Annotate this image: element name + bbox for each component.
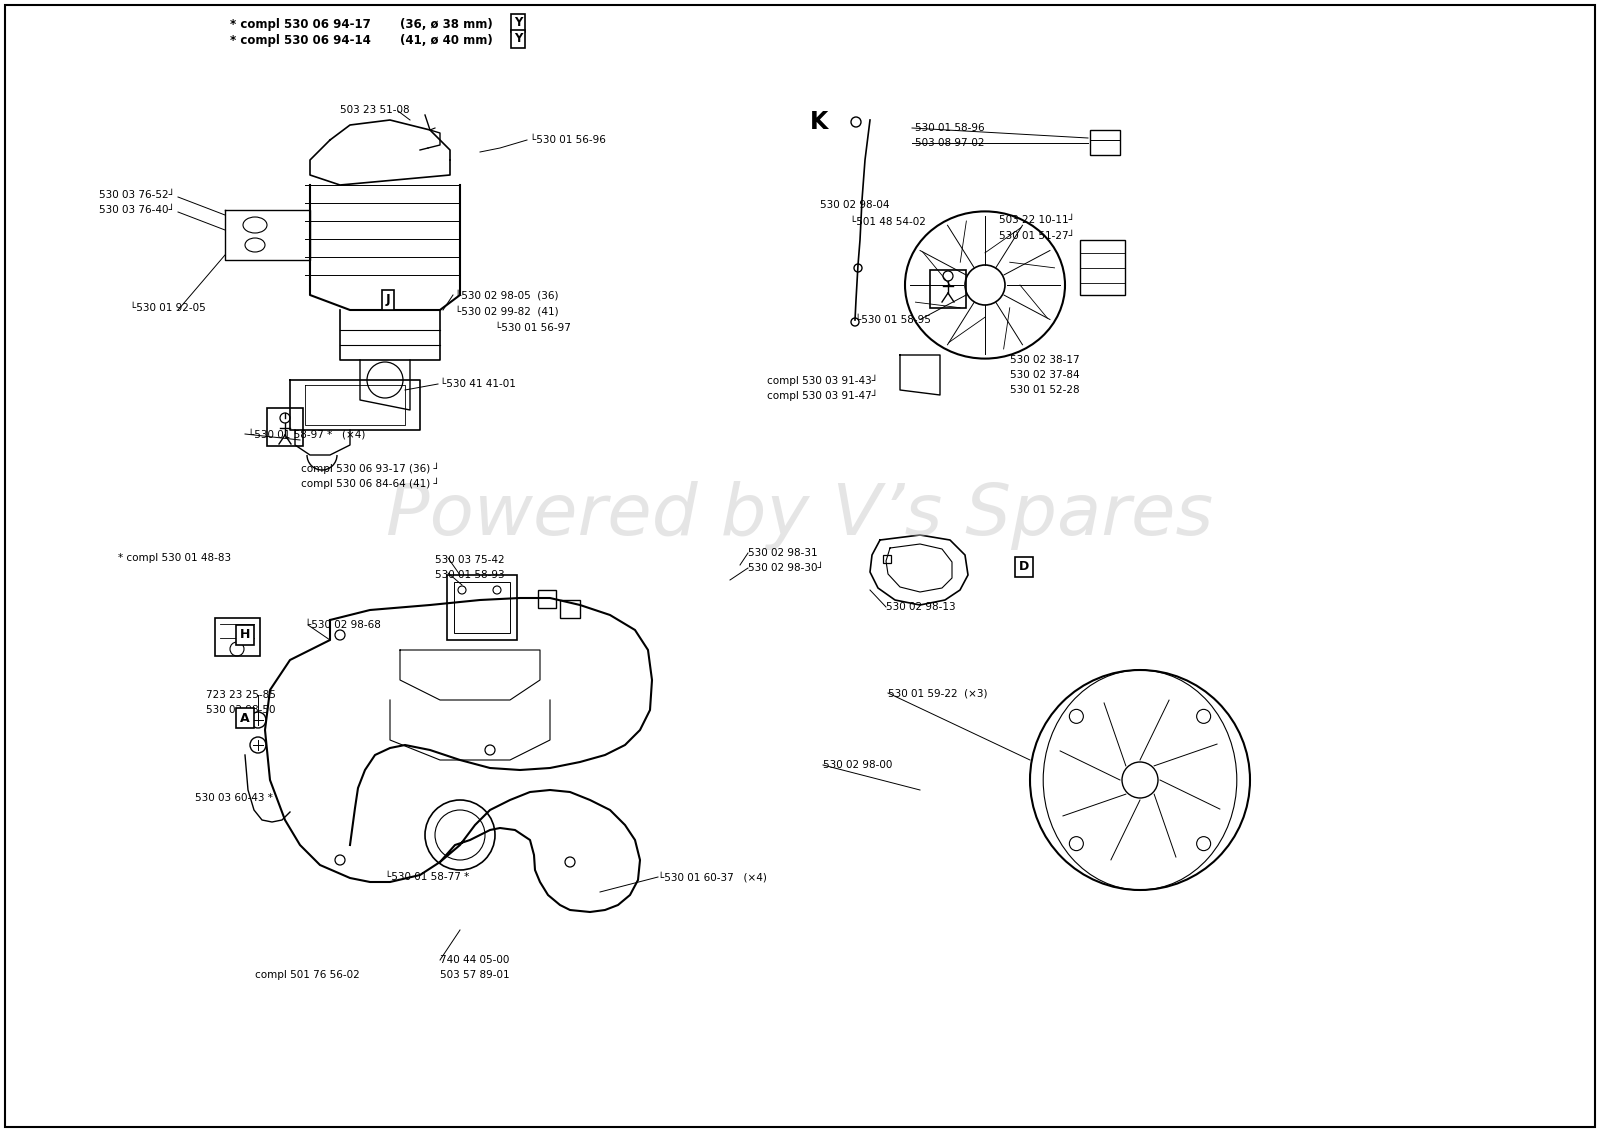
Text: └530 01 56-97: └530 01 56-97	[494, 323, 571, 333]
Text: (36, ø 38 mm): (36, ø 38 mm)	[400, 18, 493, 31]
Text: └530 01 92-05: └530 01 92-05	[130, 303, 206, 314]
Text: └530 02 98-68: └530 02 98-68	[306, 620, 381, 631]
Text: D: D	[1019, 560, 1029, 574]
Text: └530 02 99-82  (41): └530 02 99-82 (41)	[454, 306, 558, 317]
Text: └501 48 54-02: └501 48 54-02	[850, 217, 926, 228]
Text: 530 03 60-43 *: 530 03 60-43 *	[195, 794, 274, 803]
Text: 530 02 98-00: 530 02 98-00	[822, 760, 893, 770]
Text: 740 44 05-00: 740 44 05-00	[440, 955, 509, 964]
Text: └530 01 58-97 *   (×4): └530 01 58-97 * (×4)	[248, 429, 365, 439]
Text: 530 01 58-96: 530 01 58-96	[915, 123, 984, 132]
Text: └530 02 98-05  (36): └530 02 98-05 (36)	[454, 290, 558, 300]
Text: └530 01 58-95: └530 01 58-95	[854, 315, 931, 325]
Text: * compl 530 06 94-17: * compl 530 06 94-17	[230, 18, 371, 31]
Text: └530 01 58-77 *: └530 01 58-77 *	[386, 872, 469, 882]
Text: 530 02 98-31: 530 02 98-31	[749, 548, 818, 558]
Text: Y: Y	[514, 17, 522, 29]
Text: * compl 530 01 48-83: * compl 530 01 48-83	[118, 554, 230, 563]
Text: 530 03 75-42: 530 03 75-42	[435, 555, 504, 565]
Text: 530 01 59-22  (×3): 530 01 59-22 (×3)	[888, 688, 987, 698]
Text: K: K	[810, 110, 829, 134]
Text: J: J	[386, 293, 390, 307]
Text: 503 57 89-01: 503 57 89-01	[440, 970, 510, 980]
Text: 530 02 98-13: 530 02 98-13	[886, 602, 955, 612]
Text: 530 01 52-28: 530 01 52-28	[1010, 385, 1080, 395]
Text: └530 41 41-01: └530 41 41-01	[440, 379, 515, 389]
Text: 530 03 76-52┘: 530 03 76-52┘	[99, 190, 174, 200]
Text: 503 22 10-11┘: 503 22 10-11┘	[998, 215, 1075, 225]
Text: * compl 530 06 94-14: * compl 530 06 94-14	[230, 34, 371, 48]
Text: 723 23 25-85: 723 23 25-85	[206, 691, 275, 700]
Text: 530 02 98-04: 530 02 98-04	[819, 200, 890, 211]
Text: compl 501 76 56-02: compl 501 76 56-02	[254, 970, 360, 980]
Text: compl 530 06 93-17 (36) ┘: compl 530 06 93-17 (36) ┘	[301, 462, 440, 473]
Text: compl 530 03 91-47┘: compl 530 03 91-47┘	[766, 389, 878, 401]
Text: Powered by V’s Spares: Powered by V’s Spares	[387, 481, 1213, 549]
Text: 530 02 37-84: 530 02 37-84	[1010, 370, 1080, 380]
Text: 530 03 76-40┘: 530 03 76-40┘	[99, 205, 174, 215]
Text: 503 23 51-08: 503 23 51-08	[339, 105, 410, 115]
Text: H: H	[240, 628, 250, 642]
Text: compl 530 03 91-43┘: compl 530 03 91-43┘	[766, 375, 878, 386]
Text: └530 01 60-37   (×4): └530 01 60-37 (×4)	[658, 872, 766, 883]
Text: compl 530 06 84-64 (41) ┘: compl 530 06 84-64 (41) ┘	[301, 478, 440, 489]
Text: 530 02 98-50: 530 02 98-50	[206, 705, 275, 715]
Text: 530 02 38-17: 530 02 38-17	[1010, 355, 1080, 365]
Text: 530 02 98-30┘: 530 02 98-30┘	[749, 563, 824, 573]
Text: (41, ø 40 mm): (41, ø 40 mm)	[400, 34, 493, 48]
Text: 530 01 51-27┘: 530 01 51-27┘	[998, 231, 1075, 241]
Text: └530 01 56-96: └530 01 56-96	[530, 135, 606, 145]
Text: A: A	[240, 712, 250, 724]
Text: 530 01 58-93: 530 01 58-93	[435, 571, 504, 580]
Text: 503 08 97-02: 503 08 97-02	[915, 138, 984, 148]
Text: Y: Y	[514, 33, 522, 45]
